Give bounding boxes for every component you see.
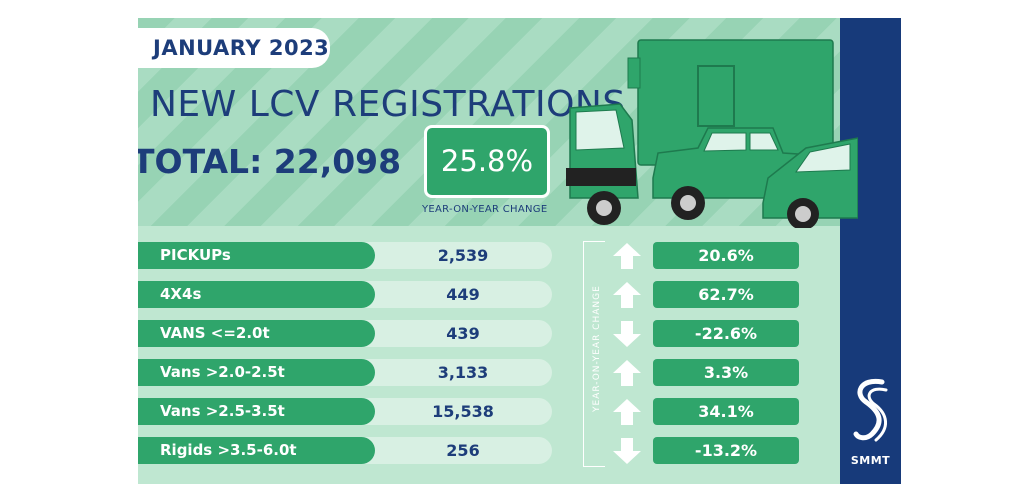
table-row: 256 Rigids >3.5-6.0t -13.2% bbox=[138, 437, 818, 464]
vertical-yoy-caption: YEAR-ON-YEAR CHANGE bbox=[592, 285, 602, 412]
infographic-card: JANUARY 2023 NEW LCV REGISTRATIONS TOTAL… bbox=[138, 18, 901, 484]
table-row: 3,133 Vans >2.0-2.5t 3.3% bbox=[138, 359, 818, 386]
category-label: Rigids >3.5-6.0t bbox=[138, 437, 375, 464]
smmt-logo-icon bbox=[853, 378, 888, 442]
registration-value: 15,538 bbox=[360, 398, 552, 425]
arrow-up-icon bbox=[613, 360, 641, 386]
yoy-change-badge: 25.8% bbox=[424, 125, 550, 198]
category-label: 4X4s bbox=[138, 281, 375, 308]
category-label: Vans >2.0-2.5t bbox=[138, 359, 375, 386]
total-registrations: TOTAL: 22,098 bbox=[138, 142, 402, 181]
category-label: Vans >2.5-3.5t bbox=[138, 398, 375, 425]
registration-value: 439 bbox=[360, 320, 552, 347]
yoy-change-value: 34.1% bbox=[653, 398, 799, 425]
smmt-logo-text: SMMT bbox=[850, 454, 891, 467]
registration-value: 3,133 bbox=[360, 359, 552, 386]
page-title: NEW LCV REGISTRATIONS bbox=[150, 84, 626, 125]
arrow-up-icon bbox=[613, 399, 641, 425]
yoy-change-caption: YEAR-ON-YEAR CHANGE bbox=[422, 204, 548, 215]
table-row: 439 VANS <=2.0t -22.6% bbox=[138, 320, 818, 347]
yoy-change-value: 3.3% bbox=[653, 359, 799, 386]
yoy-change-value: -13.2% bbox=[653, 437, 799, 464]
yoy-change-value: -22.6% bbox=[653, 320, 799, 347]
registration-value: 2,539 bbox=[360, 242, 552, 269]
yoy-change-value: 20.6% bbox=[653, 242, 799, 269]
yoy-bracket bbox=[583, 241, 605, 467]
category-label: VANS <=2.0t bbox=[138, 320, 375, 347]
arrow-down-icon bbox=[613, 321, 641, 347]
yoy-change-value: 62.7% bbox=[653, 281, 799, 308]
category-label: PICKUPs bbox=[138, 242, 375, 269]
arrow-down-icon bbox=[613, 438, 641, 464]
registration-value: 256 bbox=[360, 437, 552, 464]
table-row: 2,539 PICKUPs 20.6% bbox=[138, 242, 818, 269]
table-row: 15,538 Vans >2.5-3.5t 34.1% bbox=[138, 398, 818, 425]
arrow-up-icon bbox=[613, 282, 641, 308]
month-badge: JANUARY 2023 bbox=[138, 28, 330, 68]
registration-value: 449 bbox=[360, 281, 552, 308]
table-row: 449 4X4s 62.7% bbox=[138, 281, 818, 308]
vehicles-illustration bbox=[566, 39, 858, 228]
arrow-up-icon bbox=[613, 243, 641, 269]
